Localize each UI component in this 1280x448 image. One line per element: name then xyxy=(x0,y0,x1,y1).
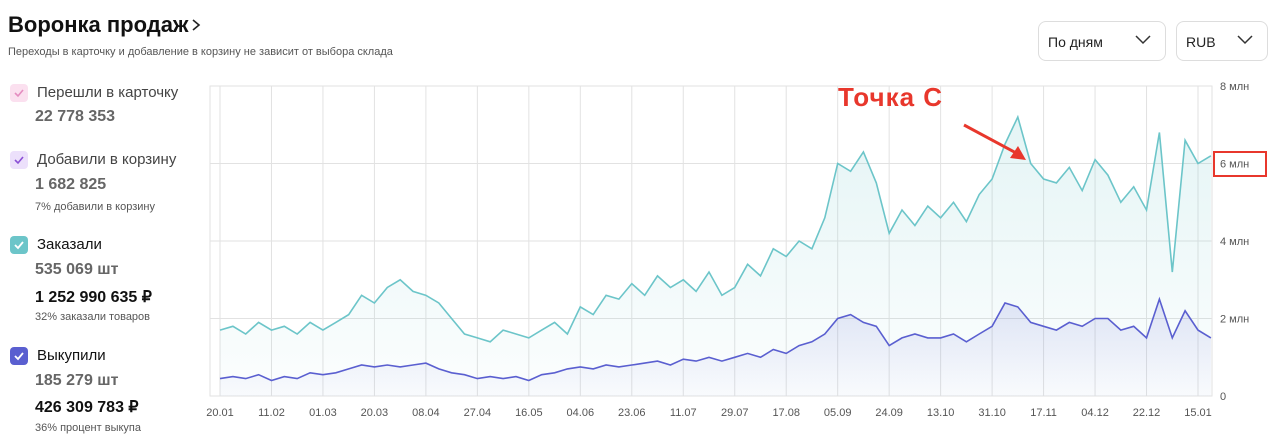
checkbox[interactable] xyxy=(10,84,28,102)
series-area xyxy=(220,117,1211,396)
chevron-down xyxy=(1237,35,1253,45)
metric-note: 7% добавили в корзину xyxy=(35,201,155,213)
x-tick-label: 27.04 xyxy=(464,407,492,419)
annotation-arrow xyxy=(963,123,1021,157)
x-tick-label: 16.05 xyxy=(515,407,543,419)
x-tick-label: 29.07 xyxy=(721,407,749,419)
checkbox[interactable] xyxy=(10,151,28,169)
series-area xyxy=(220,299,1211,396)
y-tick-label: 2 млн xyxy=(1220,314,1249,326)
period-dropdown[interactable]: По дням xyxy=(1038,21,1166,61)
chevron-down xyxy=(1135,35,1151,45)
metric-name: Перешли в карточку xyxy=(37,84,179,101)
x-tick-label: 13.10 xyxy=(927,407,955,419)
metric-count: 535 069 шт xyxy=(35,261,119,278)
x-tick-label: 23.06 xyxy=(618,407,646,419)
y-tick-label: 0 xyxy=(1220,391,1226,403)
x-tick-label: 05.09 xyxy=(824,407,852,419)
x-tick-label: 17.08 xyxy=(772,407,800,419)
metric-note: 32% заказали товаров xyxy=(35,311,151,323)
x-tick-label: 20.03 xyxy=(361,407,389,419)
metric-amount: 1 252 990 635 ₽ xyxy=(35,289,152,306)
x-tick-label: 31.10 xyxy=(978,407,1006,419)
metric-amount: 426 309 783 ₽ xyxy=(35,399,139,416)
checkbox[interactable] xyxy=(10,347,28,365)
x-tick-label: 24.09 xyxy=(875,407,903,419)
metric-name: Заказали xyxy=(37,236,102,253)
y-tick-label: 6 млн xyxy=(1220,159,1249,171)
currency-dropdown[interactable]: RUB xyxy=(1176,21,1268,61)
series-line xyxy=(219,114,1212,343)
x-tick-label: 22.12 xyxy=(1133,407,1161,419)
metric-count: 1 682 825 xyxy=(35,176,107,193)
period-value: По дням xyxy=(1048,34,1103,50)
metric-name: Выкупили xyxy=(37,347,106,364)
annotation-arrowhead xyxy=(1010,146,1026,160)
checkbox[interactable] xyxy=(10,236,28,254)
series-line xyxy=(219,296,1212,382)
subtitle: Переходы в карточку и добавление в корзи… xyxy=(8,46,393,58)
title-chevron[interactable] xyxy=(190,18,202,32)
x-tick-label: 04.12 xyxy=(1081,407,1109,419)
x-tick-label: 17.11 xyxy=(1030,407,1057,419)
metric-count: 22 778 353 xyxy=(35,108,116,125)
y-tick-label: 4 млн xyxy=(1220,236,1249,248)
x-tick-label: 11.07 xyxy=(670,407,697,419)
metric-note: 36% процент выкупа xyxy=(35,422,141,434)
metric-count: 185 279 шт xyxy=(35,372,119,389)
x-tick-label: 08.04 xyxy=(412,407,440,419)
x-tick-label: 15.01 xyxy=(1184,407,1212,419)
metric-name: Добавили в корзину xyxy=(37,151,177,168)
annotation: Точка С xyxy=(838,82,943,112)
x-tick-label: 04.06 xyxy=(567,407,595,419)
highlight-box xyxy=(1213,151,1267,177)
title[interactable]: Воронка продаж xyxy=(8,12,189,37)
y-tick-label: 8 млн xyxy=(1220,81,1249,93)
x-tick-label: 11.02 xyxy=(258,407,285,419)
x-tick-label: 01.03 xyxy=(309,407,337,419)
x-tick-label: 20.01 xyxy=(206,407,234,419)
currency-value: RUB xyxy=(1186,34,1216,50)
